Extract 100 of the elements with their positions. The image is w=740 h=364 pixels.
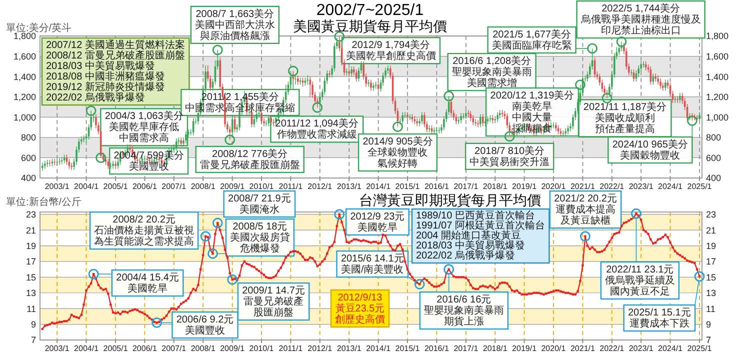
y2-tick-label: 7 xyxy=(706,335,712,346)
annotation: 2012/9 1,794美分美國乾旱創歷史高價 xyxy=(346,39,436,62)
annotation: 1989/10 巴西黃豆首次輸台 xyxy=(416,210,535,222)
x-tick-label: 2003/1 xyxy=(44,344,70,353)
y-tick-label: 1,000 xyxy=(13,112,36,122)
annotation: 2021/2 20.2元運費成本提高及黃豆缺櫃 xyxy=(554,194,617,227)
y2-tick-label: 17 xyxy=(706,256,716,267)
annotation: 2014/9 905美分全球穀物豐收氣候好轉 xyxy=(362,135,433,170)
x-tick-label: 2005/1 xyxy=(103,182,128,191)
annotation: 2008/7 1,663美分美國中西部大洪水與原油價格飆漲 xyxy=(194,8,275,42)
chart-title: 2002/7~2025/1 xyxy=(316,2,424,19)
y-tick-label: 9 xyxy=(30,319,36,330)
annotation: 2025/1 15.1元運費成本下跌 xyxy=(628,307,691,330)
y2-tick-label: 9 xyxy=(706,319,712,330)
x-tick-label: 2018/1 xyxy=(482,182,508,191)
y-tick-label: 1,800 xyxy=(13,31,36,42)
y-tick-label: 19 xyxy=(26,240,36,251)
x-tick-label: 2025/1 xyxy=(687,182,712,191)
y2-tick-label: 15 xyxy=(706,272,716,282)
y2-tick-label: 800 xyxy=(706,132,722,143)
annotation: 2016/6 16元聖嬰現象南美暴雨期貨上漲 xyxy=(424,294,504,328)
annotation: 2022/02 烏俄戰爭爆發 xyxy=(416,250,515,262)
annotation: 2008/2 20.2元石油價格走揚黃豆被視為生質能源之需求提高 xyxy=(94,214,194,248)
annotation: 2004/4 15.4元美國乾旱 xyxy=(116,272,179,295)
x-tick-label: 2004/1 xyxy=(74,182,100,191)
x-tick-label: 2003/1 xyxy=(44,182,70,191)
annotation: 2008/5 18元美國次級房貸危機爆發 xyxy=(230,222,290,255)
x-tick-label: 2015/1 xyxy=(395,182,420,191)
x-tick-label: 2017/1 xyxy=(454,344,479,353)
y2-tick-label: 1,200 xyxy=(706,92,729,102)
x-tick-label: 2012/1 xyxy=(308,182,333,191)
x-tick-label: 2019/1 xyxy=(512,344,538,353)
y-tick-label: 7 xyxy=(30,335,36,346)
x-tick-label: 2006/1 xyxy=(132,344,158,353)
annotation: 1991/07 阿根廷黃豆首次輸台 xyxy=(416,220,545,232)
y2-tick-label: 1,400 xyxy=(706,72,729,82)
x-tick-label: 2019/1 xyxy=(512,182,538,191)
annotation: 2022/11 23.1元俄烏戰爭延續及國內黃豆不足 xyxy=(604,264,675,298)
x-tick-label: 2016/1 xyxy=(424,182,450,191)
y-tick-label: 800 xyxy=(20,132,36,143)
y2-tick-label: 1,000 xyxy=(706,112,729,122)
y-tick-label: 1,400 xyxy=(13,72,36,82)
x-tick-label: 2023/1 xyxy=(628,182,654,191)
x-tick-label: 2020/1 xyxy=(541,344,566,353)
annotation: 2018/03 中美貿易戰爆發 xyxy=(46,60,155,72)
y-tick-label: 1,600 xyxy=(13,51,36,62)
x-tick-label: 2004/1 xyxy=(74,344,100,353)
x-tick-label: 2010/1 xyxy=(249,182,274,191)
annotation: 2004/3 1,063美分美國乾旱庫存低中國需求高 xyxy=(104,110,184,144)
annotation: 2006/6 9.2元美國豐收 xyxy=(176,314,234,337)
annotation: 2007/12 美國通過生質燃料法案 xyxy=(46,39,185,51)
y-tick-label: 1,200 xyxy=(13,92,36,102)
annotation: 2024/10 965美分美國穀物豐收 xyxy=(612,138,688,162)
y-axis-title: 單位:美分/英斗 xyxy=(6,22,72,34)
y2-tick-label: 19 xyxy=(706,240,716,251)
y2-tick-label: 13 xyxy=(706,288,716,298)
annotation: 2009/1 14.7元雷曼兄弟破產股匯崩盤 xyxy=(242,286,305,319)
y-tick-label: 21 xyxy=(26,225,36,236)
x-tick-label: 2022/1 xyxy=(600,182,625,191)
annotation: 2004 開始進口基改黃豆 xyxy=(416,230,522,242)
x-tick-label: 2017/1 xyxy=(454,182,479,191)
x-tick-label: 2021/1 xyxy=(570,182,596,191)
x-tick-label: 2023/1 xyxy=(628,344,654,353)
chart-subtitle: 美國黃豆期貨每月平均價 xyxy=(293,18,447,34)
y-tick-label: 23 xyxy=(26,210,36,220)
x-tick-label: 2015/1 xyxy=(395,344,420,353)
y2-tick-label: 23 xyxy=(706,210,716,220)
annotation: 2012/9 23元美國乾旱 xyxy=(350,211,405,234)
annotation: 2022/02 烏俄戰爭爆發 xyxy=(46,92,145,104)
x-tick-label: 2011/1 xyxy=(278,182,304,191)
x-tick-label: 2008/1 xyxy=(190,182,216,191)
annotation: 2012/9/13 黃豆23.5元創歷史高價 xyxy=(335,292,385,326)
annotation: 2011/12 1,094美分作物豐收需求減緩 xyxy=(275,118,359,141)
annotation: 2019/12 新冠肺炎疫情爆發 xyxy=(46,81,165,93)
x-tick-label: 2009/1 xyxy=(220,182,246,191)
x-tick-label: 2018/1 xyxy=(482,344,508,353)
annotation: 2008/12 776美分雷曼兄弟破產股匯崩盤 xyxy=(200,148,300,171)
chart-title: 台灣黃豆即期現貨每月平均價 xyxy=(359,192,541,208)
x-tick-label: 2010/1 xyxy=(249,344,274,353)
y-tick-label: 17 xyxy=(26,256,36,267)
x-tick-label: 2024/1 xyxy=(658,344,684,353)
y-tick-label: 15 xyxy=(26,272,36,282)
annotation: 2015/6 14.1元美國/南美豐收 xyxy=(340,254,404,276)
x-tick-label: 2005/1 xyxy=(103,344,128,353)
x-tick-label: 2013/1 xyxy=(336,344,362,353)
y2-tick-label: 21 xyxy=(706,225,716,236)
x-tick-label: 2024/1 xyxy=(658,182,684,191)
annotation: 2018/03 中美貿易戰爆發 xyxy=(416,240,525,252)
x-tick-label: 2007/1 xyxy=(162,182,187,191)
y2-tick-label: 11 xyxy=(706,304,716,314)
y2-tick-label: 600 xyxy=(706,152,722,163)
x-tick-label: 2022/1 xyxy=(600,344,625,353)
x-tick-label: 2021/1 xyxy=(570,344,596,353)
y2-tick-label: 1,600 xyxy=(706,51,729,62)
x-tick-label: 2012/1 xyxy=(308,344,333,353)
x-tick-label: 2014/1 xyxy=(366,182,392,191)
x-tick-label: 2020/1 xyxy=(541,182,566,191)
annotation: 2021/5 1,677美分美國面臨庫存吃緊 xyxy=(492,28,572,52)
annotation: 2018/08 中國非洲豬瘟爆發 xyxy=(46,70,165,82)
x-tick-label: 2011/1 xyxy=(278,344,304,353)
